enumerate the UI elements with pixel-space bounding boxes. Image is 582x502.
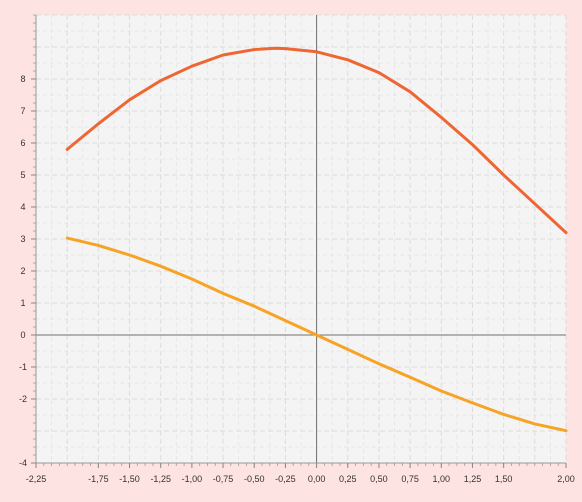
x-tick-label: 0,75 <box>401 474 419 484</box>
x-tick-label: -1,25 <box>150 474 171 484</box>
y-tick-label: 5 <box>20 170 25 180</box>
x-tick-label: -0,50 <box>244 474 265 484</box>
x-tick-label: 2,00 <box>557 474 575 484</box>
x-tick-label: -0,75 <box>213 474 234 484</box>
x-tick-label: -2,25 <box>26 474 47 484</box>
y-tick-label: 7 <box>20 106 25 116</box>
y-tick-label: 0 <box>20 330 25 340</box>
y-tick-label: 1 <box>20 298 25 308</box>
x-tick-label: -0,25 <box>275 474 296 484</box>
x-tick-label: -1,00 <box>182 474 203 484</box>
x-tick-label: 0,25 <box>339 474 357 484</box>
x-tick-label: 0,50 <box>370 474 388 484</box>
x-tick-label: 1,50 <box>495 474 513 484</box>
x-tick-label: -1,75 <box>88 474 109 484</box>
x-tick-label: 1,00 <box>433 474 451 484</box>
series-layer <box>65 46 568 433</box>
y-tick-label: -1 <box>19 362 27 372</box>
y-tick-label: 3 <box>20 234 25 244</box>
y-tick-label: 8 <box>20 74 25 84</box>
y-tick-label: 6 <box>20 138 25 148</box>
ticks-layer <box>31 14 567 468</box>
x-tick-label: 1,25 <box>464 474 482 484</box>
y-tick-label: -4 <box>19 458 27 468</box>
y-tick-label: 4 <box>20 202 25 212</box>
x-tick-label: 0,00 <box>308 474 326 484</box>
y-tick-label: -2 <box>19 394 27 404</box>
series-line-2 <box>65 236 568 433</box>
x-tick-label: -1,50 <box>119 474 140 484</box>
tick-labels-layer: -2,25 -1,75 -1,50 -1,25 -1,00 -0,75 -0,50 -0,25… <box>19 74 575 484</box>
y-tick-label: 2 <box>20 266 25 276</box>
series-line-1 <box>65 46 568 235</box>
